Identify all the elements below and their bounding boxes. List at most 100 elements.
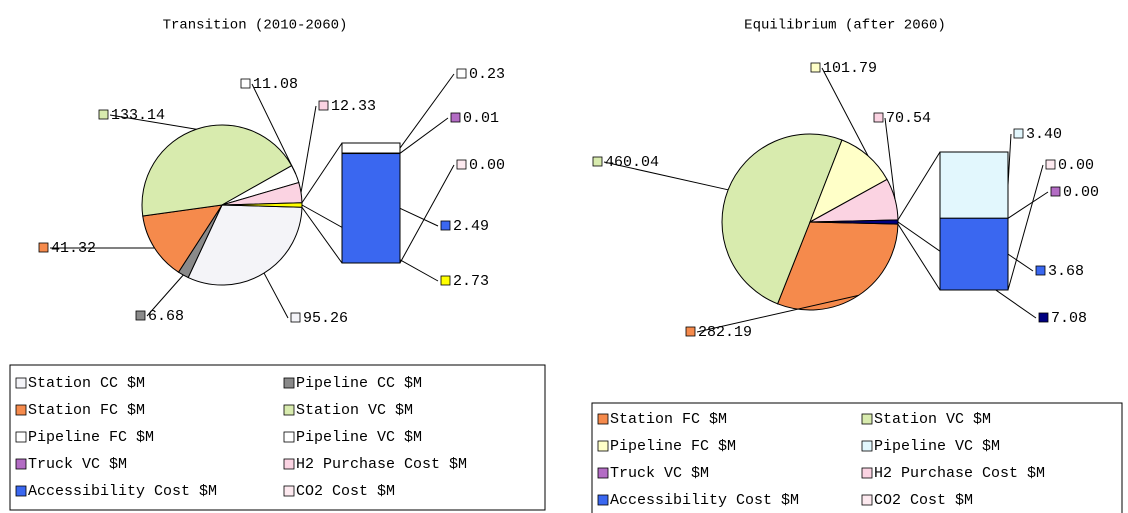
legend-label: H2 Purchase Cost $M (874, 465, 1045, 482)
legend-label: Truck VC $M (610, 465, 709, 482)
legend-swatch (597, 467, 609, 479)
label-swatch (450, 112, 461, 123)
bar-segment (939, 151, 1009, 219)
data-label: 282.19 (698, 324, 752, 341)
legend-swatch (15, 485, 27, 497)
label-swatch (290, 312, 301, 323)
legend-swatch (283, 458, 295, 470)
leader-line (696, 294, 859, 333)
leader-line (263, 272, 289, 319)
label-swatch (318, 100, 329, 111)
leader-line (300, 105, 317, 193)
pie-slice (809, 219, 899, 225)
legend-label: Pipeline FC $M (28, 429, 154, 446)
leader-line (603, 161, 729, 191)
legend-swatch (15, 377, 27, 389)
bar-segment (341, 142, 401, 154)
label-swatch (456, 68, 467, 79)
label-swatch (1045, 159, 1056, 170)
chart-title: Equilibrium (after 2060) (744, 18, 946, 34)
legend-swatch (861, 467, 873, 479)
legend-label: Accessibility Cost $M (610, 492, 799, 509)
legend-label: CO2 Cost $M (874, 492, 973, 509)
label-swatch (810, 62, 821, 73)
legend-box (9, 364, 546, 511)
leader-line (109, 114, 197, 130)
leader-line (251, 83, 297, 175)
label-swatch (98, 109, 109, 120)
legend-label: Station FC $M (610, 411, 727, 428)
legend-label: Truck VC $M (28, 456, 127, 473)
leader-line (399, 164, 455, 264)
connector (301, 206, 343, 264)
data-label: 41.32 (51, 240, 96, 257)
legend-label: CO2 Cost $M (296, 483, 395, 500)
leader-line (1007, 164, 1044, 291)
legend-label: Accessibility Cost $M (28, 483, 217, 500)
leader-line (146, 274, 184, 317)
legend-label: Station VC $M (296, 402, 413, 419)
label-swatch (440, 275, 451, 286)
label-swatch (135, 310, 146, 321)
label-swatch (240, 78, 251, 89)
label-swatch (685, 326, 696, 337)
legend-label: Station CC $M (28, 375, 145, 392)
pie-slice (187, 204, 303, 286)
label-swatch (1035, 265, 1046, 276)
legend-swatch (861, 440, 873, 452)
leader-line (821, 67, 869, 157)
legend-swatch (15, 404, 27, 416)
data-label: 2.49 (453, 218, 489, 235)
legend-label: Pipeline CC $M (296, 375, 422, 392)
leader-line (399, 73, 455, 149)
legend-swatch (597, 494, 609, 506)
label-swatch (1013, 128, 1024, 139)
chart-title: Transition (2010-2060) (163, 18, 348, 34)
label-swatch (1050, 186, 1061, 197)
connector (897, 223, 941, 291)
label-swatch (873, 112, 884, 123)
leader-line (1007, 133, 1012, 186)
data-label: 0.00 (1058, 157, 1094, 174)
data-label: 101.79 (823, 60, 877, 77)
label-swatch (592, 156, 603, 167)
data-label: 11.08 (253, 76, 298, 93)
data-label: 7.08 (1051, 310, 1087, 327)
pie-slice (141, 124, 293, 217)
data-label: 95.26 (303, 310, 348, 327)
leader-line (399, 207, 439, 227)
legend-label: Pipeline FC $M (610, 438, 736, 455)
legend-label: Pipeline VC $M (296, 429, 422, 446)
data-label: 3.40 (1026, 126, 1062, 143)
legend-swatch (283, 404, 295, 416)
data-label: 0.00 (1063, 184, 1099, 201)
bar-segment (341, 153, 401, 264)
connector (301, 142, 343, 204)
label-swatch (440, 220, 451, 231)
pie-slice (142, 204, 224, 273)
leader-line (399, 117, 449, 154)
legend-label: H2 Purchase Cost $M (296, 456, 467, 473)
data-label: 133.14 (111, 107, 165, 124)
legend-box (591, 402, 1123, 513)
label-swatch (38, 242, 49, 253)
legend-swatch (597, 440, 609, 452)
legend-swatch (283, 485, 295, 497)
legend-swatch (283, 431, 295, 443)
legend-swatch (283, 377, 295, 389)
legend-swatch (15, 431, 27, 443)
data-label: 0.23 (469, 66, 505, 83)
legend-swatch (15, 458, 27, 470)
connector (897, 151, 941, 221)
data-label: 3.68 (1048, 263, 1084, 280)
label-swatch (456, 159, 467, 170)
label-swatch (1038, 312, 1049, 323)
leader-line (884, 117, 896, 200)
leader-line (1007, 253, 1034, 272)
data-label: 70.54 (886, 110, 931, 127)
data-label: 6.68 (148, 308, 184, 325)
data-label: 0.01 (463, 110, 499, 127)
data-label: 460.04 (605, 154, 659, 171)
legend-swatch (861, 413, 873, 425)
